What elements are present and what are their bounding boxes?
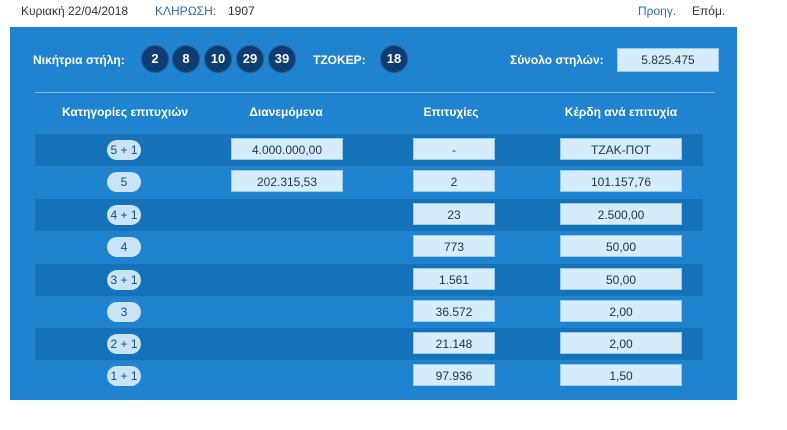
total-columns-value: 5.825.475: [617, 48, 719, 72]
winners-value: 1.561: [413, 268, 495, 290]
distributed-value: 202.315,53: [231, 170, 343, 192]
winners-value: -: [413, 138, 495, 160]
winning-ball: 2: [141, 45, 169, 73]
draw-date: Κυριακή 22/04/2018: [21, 4, 129, 18]
winners-value: 21.148: [413, 332, 495, 354]
prize-value: 2,00: [560, 300, 682, 322]
header-distributed: Διανεμόμενα: [249, 105, 323, 119]
prize-value: 1,50: [560, 364, 682, 386]
winners-value: 2: [413, 170, 495, 192]
table-row: 3 36.572 2,00: [35, 296, 703, 328]
winning-row: Νικήτρια στήλη: 2 8 10 29 39 ΤΖΟΚΕΡ: 18 …: [10, 27, 737, 87]
joker-label: ΤΖΟΚΕΡ:: [313, 53, 366, 67]
top-bar: Κυριακή 22/04/2018 ΚΛΗΡΩΣΗ: 1907 Προηγ. …: [0, 0, 787, 24]
winning-ball: 39: [268, 45, 296, 73]
distributed-value: 4.000.000,00: [231, 138, 343, 160]
header-categories: Κατηγορίες επιτυχιών: [61, 105, 189, 119]
category-pill: 3 + 1: [107, 270, 141, 290]
prize-value: 50,00: [560, 235, 682, 257]
draw-number: 1907: [228, 4, 255, 18]
winning-ball: 8: [172, 45, 200, 73]
previous-draw-link[interactable]: Προηγ.: [638, 4, 677, 18]
prize-value: 2.500,00: [560, 203, 682, 225]
table-row: 2 + 1 21.148 2,00: [35, 328, 703, 360]
header-winners: Επιτυχίες: [423, 105, 479, 119]
winners-value: 773: [413, 235, 495, 257]
prize-value: 2,00: [560, 332, 682, 354]
table-row: 1 + 1 97.936 1,50: [35, 360, 703, 392]
winners-value: 97.936: [413, 364, 495, 386]
category-pill: 5 + 1: [107, 140, 141, 160]
draw-label: ΚΛΗΡΩΣΗ:: [155, 4, 217, 18]
next-draw-link[interactable]: Επόμ.: [692, 4, 726, 18]
winning-column-label: Νικήτρια στήλη:: [33, 53, 125, 67]
category-pill: 1 + 1: [107, 366, 141, 386]
category-pill: 2 + 1: [107, 334, 141, 354]
header-prize-per-win: Κέρδη ανά επιτυχία: [564, 105, 678, 119]
winning-ball: 29: [236, 45, 264, 73]
divider: [35, 92, 715, 93]
category-pill: 5: [107, 172, 141, 192]
prize-value: ΤΖΑΚ-ΠΟΤ: [560, 138, 682, 160]
table-row: 3 + 1 1.561 50,00: [35, 264, 703, 296]
winning-ball: 10: [204, 45, 232, 73]
results-panel: Νικήτρια στήλη: 2 8 10 29 39 ΤΖΟΚΕΡ: 18 …: [10, 27, 737, 400]
joker-ball: 18: [380, 45, 408, 73]
table-row: 5 + 1 4.000.000,00 - ΤΖΑΚ-ΠΟΤ: [35, 134, 703, 166]
winners-value: 36.572: [413, 300, 495, 322]
table-row: 4 + 1 23 2.500,00: [35, 199, 703, 231]
prize-value: 101.157,76: [560, 170, 682, 192]
prize-value: 50,00: [560, 268, 682, 290]
category-pill: 4: [107, 237, 141, 257]
category-pill: 3: [107, 302, 141, 322]
table-row: 5 202.315,53 2 101.157,76: [35, 166, 703, 198]
category-pill: 4 + 1: [107, 205, 141, 225]
total-columns-label: Σύνολο στηλών:: [510, 53, 604, 67]
winners-value: 23: [413, 203, 495, 225]
table-row: 4 773 50,00: [35, 231, 703, 263]
